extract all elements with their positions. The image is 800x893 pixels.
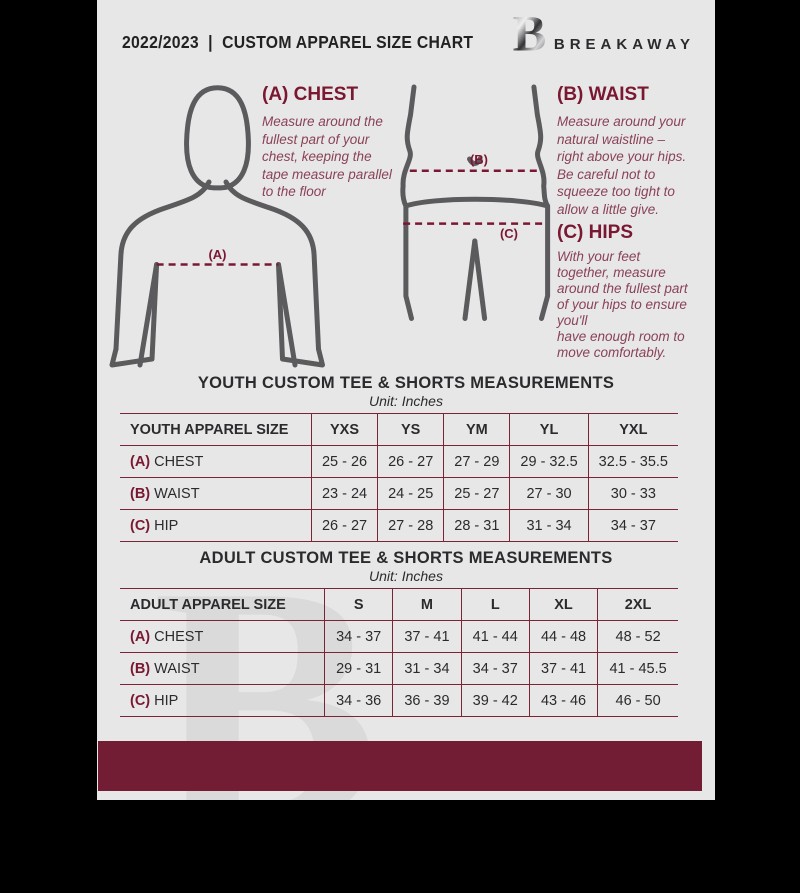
svg-text:(C): (C) (500, 226, 518, 241)
svg-text:(B): (B) (470, 152, 488, 167)
